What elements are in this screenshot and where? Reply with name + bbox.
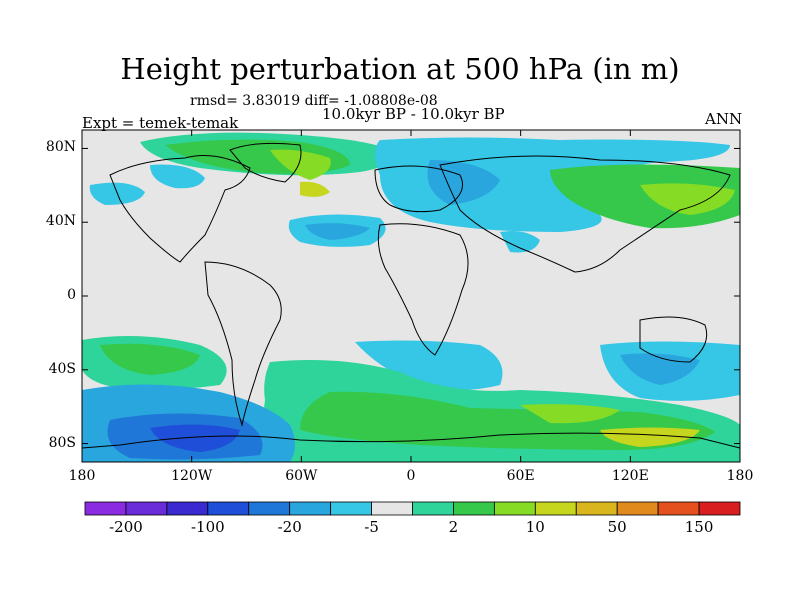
colorbar-box [412,501,454,516]
anomaly-greenland-max [300,181,330,197]
lon-tick-label: 120E [611,468,649,484]
colorbar-box [207,501,250,516]
coast-europe [374,165,463,213]
anomaly-antarctic-core-a [520,404,620,424]
map-frame [81,129,741,463]
colorbar-box [330,501,372,516]
experiment-text: Expt = temek-temak [82,114,239,132]
coast-africa [377,223,469,356]
coast-north-america [109,155,251,263]
coast-antarctica [82,432,740,462]
anomaly-siberia-core [640,183,735,215]
height-perturbation-field [82,130,740,462]
anomaly-south-pacific-core [100,343,200,375]
lon-tick-label: 60W [285,468,318,484]
coast-asia [439,155,731,273]
colorbar-box [125,501,168,516]
colorbar-box [575,501,618,516]
colorbar-label: 50 [607,518,627,536]
lat-tick-label: 40S [48,360,76,377]
colorbar-label: -200 [109,518,143,536]
colorbar-box [493,501,536,516]
colorbar-box [616,501,659,516]
season-label: ANN [705,110,743,128]
lon-tick-label: 180 [726,468,754,484]
anomaly-north-america-negative [150,164,205,189]
period-text: 10.0kyr BP - 10.0kyr BP [322,105,505,123]
lon-tick-label: 0 [406,468,416,484]
lon-tick-label: 120W [171,468,213,484]
anomaly-eurasia-core [427,160,500,205]
colorbar-box [534,501,577,516]
colorbar-label: 10 [525,518,545,536]
anomaly-amundsen-core [150,424,240,452]
coast-south-america [204,261,282,427]
colorbar-box [453,501,495,516]
colorbar-box [166,501,209,516]
colorbar [84,501,741,516]
map-title: Height perturbation at 500 hPa (in m) [120,52,680,86]
lat-tick-label: 0 [67,287,76,303]
colorbar-box [248,501,291,516]
colorbar-box [371,501,413,516]
anomaly-asia-negative [500,231,540,253]
coastlines [82,142,740,462]
anomaly-greenland-core [270,149,331,180]
lat-tick-label: 80N [45,139,76,156]
colorbar-box [289,501,332,516]
anomaly-atlantic-core [305,223,370,240]
colorbar-label: -100 [190,518,225,536]
colorbar-box [657,501,700,516]
anomaly-antarctic-core-b [600,427,700,447]
colorbar-label: -5 [364,518,379,536]
colorbar-box [698,501,741,516]
lon-tick-label: 180 [68,468,96,484]
colorbar-label: 2 [448,518,459,536]
colorbar-box [84,501,127,516]
colorbar-label: -20 [277,518,302,536]
anomaly-south-atlantic-negative [355,340,503,390]
lat-tick-label: 40N [45,213,76,230]
colorbar-label: 150 [684,518,714,536]
coast-greenland [229,142,302,183]
lat-tick-label: 80S [48,434,76,451]
lon-tick-label: 60E [506,468,535,484]
stats-text: rmsd= 3.83019 diff= -1.08808e-08 [190,93,438,109]
coast-australia [639,316,708,363]
